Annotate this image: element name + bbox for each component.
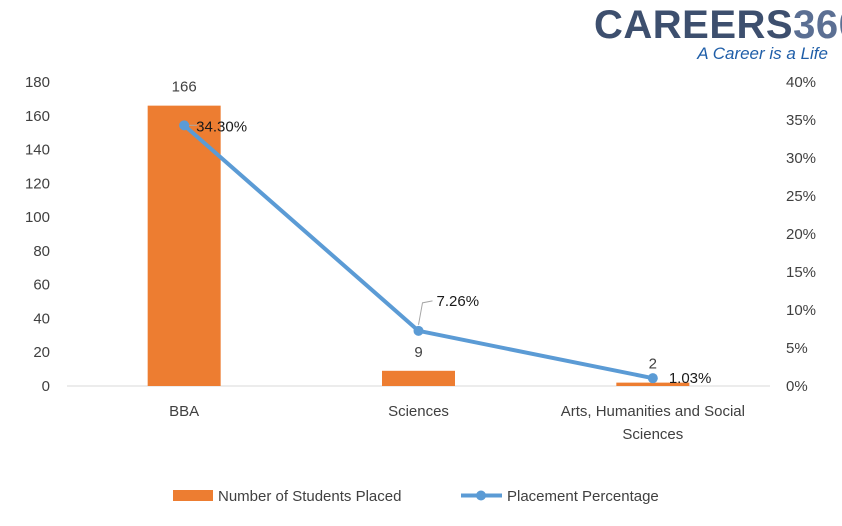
right-tick-label: 40% <box>786 74 816 91</box>
category-labels: BBA Sciences Arts, Humanities and Social Sc… <box>169 403 745 443</box>
category-label: Sciences <box>388 403 449 420</box>
left-tick-label: 0 <box>42 378 50 395</box>
logo-wordmark: CAREERS360 <box>594 2 842 48</box>
line-point <box>413 325 424 336</box>
category-label: Sciences <box>622 426 683 443</box>
line-data-label: 7.26% <box>437 293 480 310</box>
legend-label-line: Placement Percentage <box>507 488 659 505</box>
line-point <box>179 120 190 131</box>
right-tick-label: 15% <box>786 264 816 281</box>
category-label: BBA <box>169 403 199 420</box>
left-tick-label: 100 <box>25 209 50 226</box>
left-tick-label: 60 <box>33 277 50 294</box>
category-label: Arts, Humanities and Social <box>561 403 745 420</box>
left-tick-label: 20 <box>33 344 50 361</box>
legend-label-bar: Number of Students Placed <box>218 488 401 505</box>
logo-brand-number: 360 <box>793 3 842 47</box>
bar-data-label: 166 <box>172 79 197 96</box>
placement-line <box>182 123 654 381</box>
line-data-label: 1.03% <box>669 370 712 387</box>
left-tick-label: 180 <box>25 74 50 91</box>
careers360-logo: CAREERS360 A Career is a Life <box>594 2 842 64</box>
left-tick-label: 160 <box>25 108 50 125</box>
bar-data-label: 2 <box>649 356 657 373</box>
right-axis-ticks: 0% 5% 10% 15% 20% 25% 30% 35% 40% <box>786 74 816 395</box>
left-tick-label: 40 <box>33 310 50 327</box>
legend-swatch-bar <box>173 490 213 501</box>
bar <box>382 370 455 386</box>
label-leader <box>418 300 433 325</box>
logo-tagline: A Career is a Life <box>697 44 828 63</box>
bar-data-label: 9 <box>414 344 422 361</box>
right-tick-label: 30% <box>786 150 816 167</box>
bar <box>616 382 690 386</box>
legend: Number of Students Placed Placement Perce… <box>173 488 659 505</box>
left-tick-label: 140 <box>25 142 50 159</box>
bar-series: 166 9 2 <box>147 79 690 387</box>
logo-brand-word: CAREERS <box>594 3 794 47</box>
line-point <box>647 373 658 384</box>
right-tick-label: 20% <box>786 226 816 243</box>
line-series: 34.30% 7.26% 1.03% <box>179 118 711 387</box>
right-tick-label: 25% <box>786 188 816 205</box>
right-tick-label: 35% <box>786 112 816 129</box>
right-tick-label: 10% <box>786 302 816 319</box>
left-tick-label: 80 <box>33 243 50 260</box>
right-tick-label: 0% <box>786 378 808 395</box>
left-axis-ticks: 0 20 40 60 80 100 120 140 160 180 <box>25 74 50 395</box>
left-tick-label: 120 <box>25 175 50 192</box>
bar <box>147 105 221 387</box>
right-tick-label: 5% <box>786 340 808 357</box>
legend-swatch-marker <box>476 490 486 501</box>
line-data-label: 34.30% <box>196 118 247 135</box>
